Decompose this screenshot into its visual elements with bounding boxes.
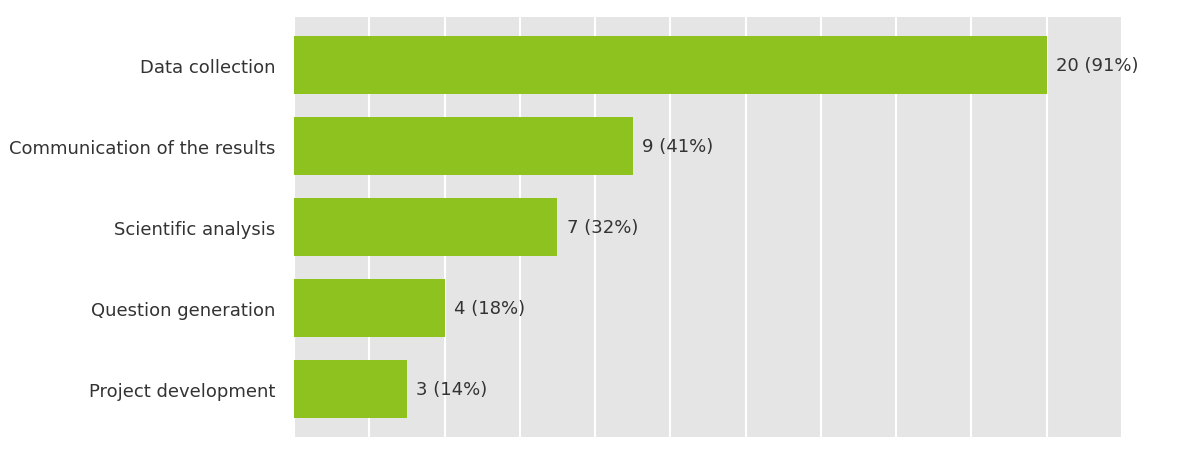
- Text: 20 (91%): 20 (91%): [1056, 57, 1139, 75]
- Bar: [294, 360, 407, 419]
- Bar: [294, 37, 1046, 95]
- Bar: [294, 118, 632, 176]
- Bar: [294, 280, 444, 338]
- Text: 3 (14%): 3 (14%): [416, 380, 487, 398]
- Text: 9 (41%): 9 (41%): [642, 138, 713, 156]
- Bar: [294, 199, 558, 257]
- Text: 4 (18%): 4 (18%): [454, 299, 526, 318]
- Text: 7 (32%): 7 (32%): [566, 219, 638, 237]
